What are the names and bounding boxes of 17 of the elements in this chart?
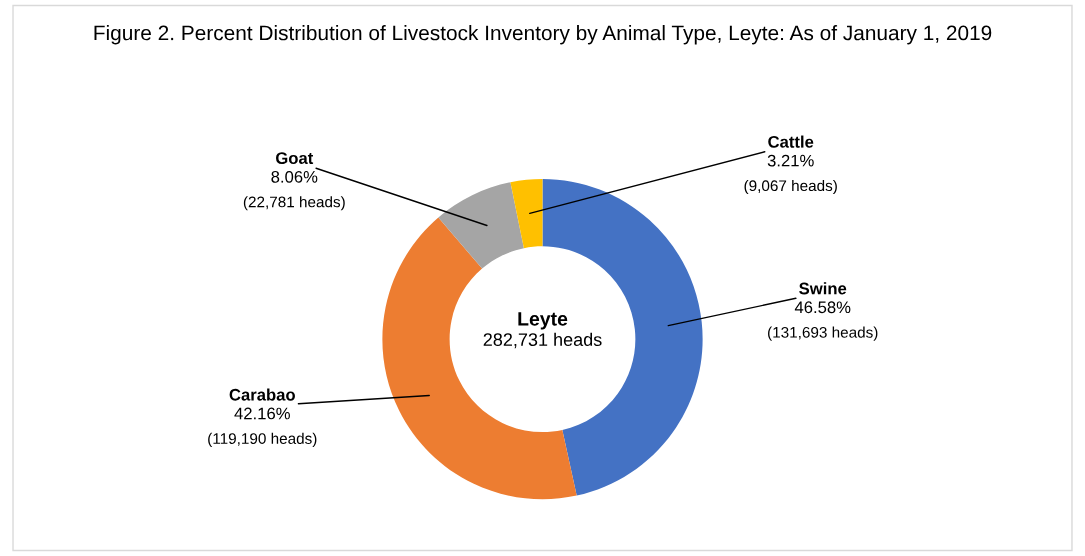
text: 282,731 heads — [483, 332, 602, 349]
data-label: 8.06% — [271, 170, 318, 183]
slice-label: Cattle — [768, 135, 814, 148]
text: (131,693 heads) — [768, 326, 878, 341]
data-label: 42.16% — [234, 407, 290, 420]
text: (22,781 heads) — [243, 196, 345, 211]
text: (119,190 heads) — [208, 432, 317, 447]
data-label: 3.21% — [767, 154, 814, 167]
chart-title: Figure 2. Percent Distribution of Livestock Inventory by Animal Type, Leyte: As of January 1, 2019 — [94, 25, 992, 45]
text: (9,067 heads) — [744, 179, 837, 195]
donut-slice — [510, 179, 543, 249]
text: Leyte — [518, 312, 568, 330]
data-label: 46.58% — [794, 301, 851, 314]
slice-label: Goat — [276, 152, 314, 165]
slice-label: Carabao — [229, 388, 295, 401]
slice-label: Swine — [799, 282, 847, 295]
donut-slice — [438, 182, 524, 269]
